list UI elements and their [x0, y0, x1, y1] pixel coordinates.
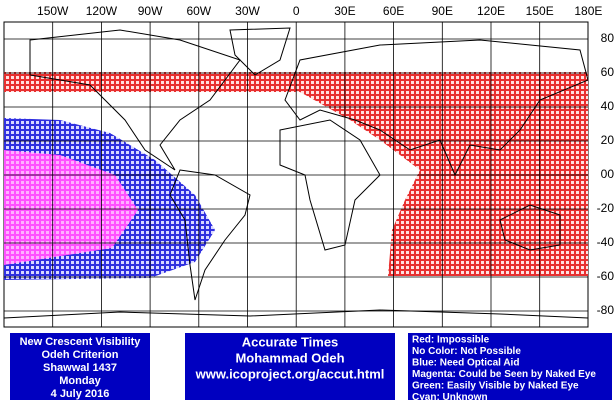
- info-box: [185, 333, 395, 400]
- latitude-label: 80: [601, 31, 615, 45]
- info-text: 4 July 2016: [51, 388, 110, 400]
- naked-eye-region: [4, 150, 138, 265]
- legend-box: [408, 333, 612, 400]
- longitude-label: 90W: [138, 4, 163, 18]
- latitude-label: 20: [601, 133, 615, 147]
- longitude-label: 30W: [235, 4, 260, 18]
- info-text: Mohammad Odeh: [235, 350, 344, 365]
- info-text: New Crescent Visibility: [20, 336, 142, 348]
- info-box: [10, 333, 150, 400]
- latitude-label: -60: [597, 269, 615, 283]
- info-text: Odeh Criterion: [41, 349, 118, 361]
- legend-text: Red: Impossible: [412, 335, 490, 346]
- longitude-label: 120W: [86, 4, 118, 18]
- longitude-label: 150W: [37, 4, 69, 18]
- latitude-label: 60: [601, 65, 615, 79]
- graticule: [4, 22, 588, 327]
- longitude-label: 90E: [432, 4, 453, 18]
- info-text: Monday: [59, 375, 101, 387]
- longitude-label: 60W: [186, 4, 211, 18]
- latitude-label: -40: [597, 235, 615, 249]
- longitude-label: 120E: [477, 4, 505, 18]
- legend-text: Green: Easily Visible by Naked Eye: [412, 381, 579, 392]
- longitude-label: 30E: [334, 4, 355, 18]
- info-text: Shawwal 1437: [43, 362, 117, 374]
- latitude-label: -80: [597, 303, 615, 317]
- legend-text: Cyan: Unknown: [412, 392, 488, 402]
- latitude-label: 00: [601, 167, 615, 181]
- longitude-label: 150E: [526, 4, 554, 18]
- latitude-label: 40: [601, 99, 615, 113]
- continents: [3, 27, 589, 319]
- longitude-label: 0: [293, 4, 300, 18]
- info-text: www.icoproject.org/accut.html: [195, 366, 385, 381]
- legend-text: Blue: Need Optical Aid: [412, 358, 519, 369]
- latitude-label: -20: [597, 201, 615, 215]
- longitude-label: 180E: [574, 4, 602, 18]
- longitude-label: 60E: [383, 4, 404, 18]
- legend-text: No Color: Not Possible: [412, 346, 521, 357]
- legend-text: Magenta: Could be Seen by Naked Eye: [412, 369, 596, 380]
- info-text: Accurate Times: [242, 334, 339, 349]
